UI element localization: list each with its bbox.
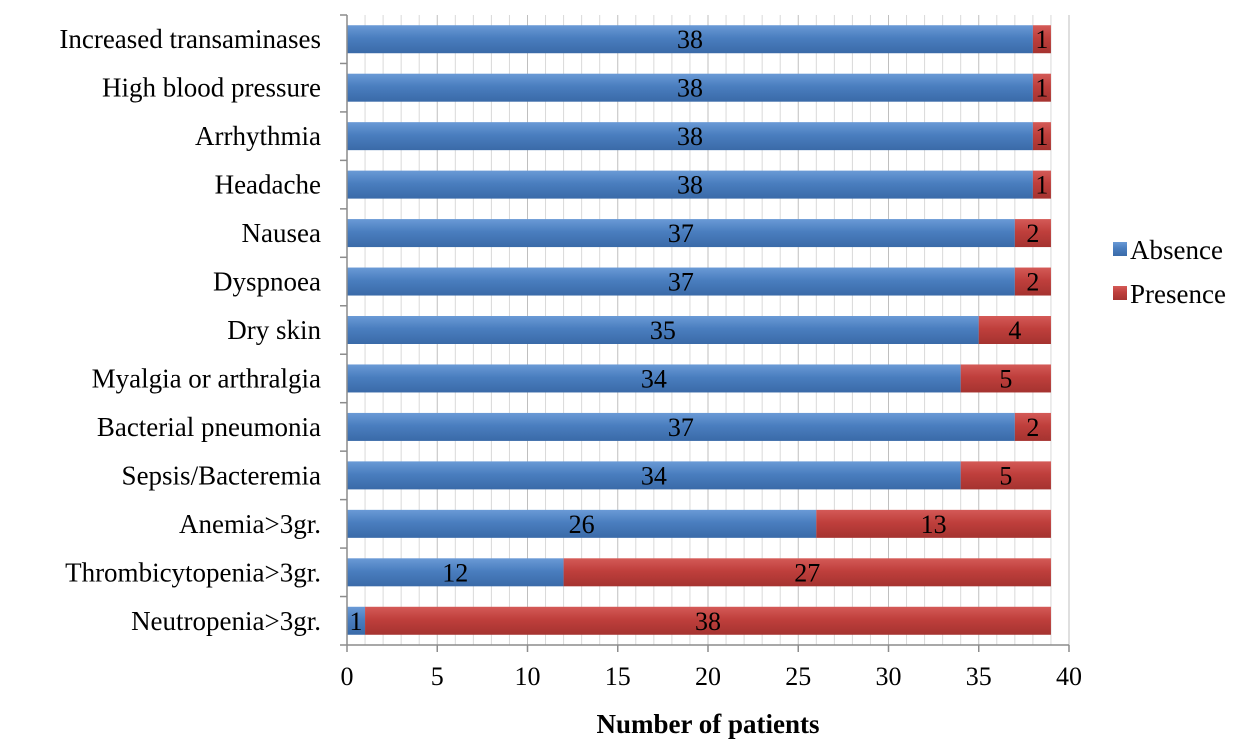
data-label: 12 [442,558,468,587]
category-label: Arrhythmia [195,121,321,151]
data-label: 34 [641,461,667,490]
data-label: 1 [1035,122,1048,151]
data-label: 38 [677,171,703,200]
x-tick-label: 40 [1056,662,1082,691]
bar-absence [347,558,564,587]
category-label: Sepsis/Bacteremia [122,460,321,490]
data-label: 5 [999,461,1012,490]
axes [340,14,1070,652]
bar-absence [347,219,1015,248]
x-tick-label: 15 [605,662,631,691]
bar-presence [960,364,1051,393]
data-label: 2 [1026,219,1039,248]
bar-absence [347,509,817,538]
x-tick-label: 25 [785,662,811,691]
bar-presence [563,558,1051,587]
data-label: 37 [668,219,694,248]
data-label: 38 [677,25,703,54]
category-label: Dry skin [227,315,321,345]
data-label: 38 [677,74,703,103]
data-label: 5 [999,364,1012,393]
bar-absence [347,25,1033,54]
data-label: 35 [650,316,676,345]
data-label: 37 [668,268,694,297]
bar-absence [347,606,366,635]
data-label: 4 [1008,316,1021,345]
labels: 38 1 Increased transaminases 38 1 High blood … [59,24,1082,691]
category-label: Increased transaminases [59,24,321,54]
data-label: 1 [1035,25,1048,54]
category-label: Dyspnoea [213,267,321,297]
category-label: Headache [215,170,321,200]
category-label: Thrombicytopenia>3gr. [65,557,321,587]
bars [347,25,1051,635]
data-label: 26 [569,510,595,539]
bar-absence [347,267,1015,296]
x-tick-label: 30 [876,662,902,691]
data-label: 1 [350,607,363,636]
x-tick-label: 20 [695,662,721,691]
data-label: 37 [668,413,694,442]
legend-label-absence: Absence [1130,235,1223,265]
bar-presence [1032,170,1051,199]
data-label: 13 [921,510,947,539]
bar-presence [365,606,1051,635]
x-axis-title: Number of patients [596,709,819,739]
bar-absence [347,170,1033,199]
x-tick-label: 35 [966,662,992,691]
legend-swatch-absence [1113,242,1127,256]
bar-presence [978,316,1051,344]
bar-presence [960,461,1051,490]
category-label: High blood pressure [102,73,321,103]
x-tick-label: 5 [431,662,444,691]
data-label: 34 [641,364,667,393]
data-label: 2 [1026,268,1039,297]
bar-absence [347,73,1033,102]
bar-presence [1032,122,1051,151]
bar-presence [816,509,1051,538]
bar-absence [347,364,961,393]
legend: Absence Presence [1113,235,1226,309]
data-label: 1 [1035,171,1048,200]
x-tick-label: 0 [341,662,354,691]
bar-presence [1032,73,1051,102]
data-label: 38 [695,607,721,636]
bar-presence [1014,219,1051,248]
bar-absence [347,412,1015,441]
category-label: Nausea [242,218,321,248]
bar-presence [1032,25,1051,54]
legend-swatch-presence [1113,286,1127,300]
bar-presence [1014,412,1051,441]
data-label: 38 [677,122,703,151]
category-label: Myalgia or arthralgia [92,363,321,393]
category-label: Neutropenia>3gr. [131,606,321,636]
category-label: Anemia>3gr. [179,509,321,539]
x-tick-label: 10 [515,662,541,691]
data-label: 2 [1026,413,1039,442]
bar-absence [347,316,979,344]
category-label: Bacterial pneumonia [97,412,321,442]
bar-absence [347,122,1033,151]
data-label: 1 [1035,74,1048,103]
bar-absence [347,461,961,490]
legend-label-presence: Presence [1130,279,1226,309]
data-label: 27 [794,558,820,587]
bar-presence [1014,267,1051,296]
